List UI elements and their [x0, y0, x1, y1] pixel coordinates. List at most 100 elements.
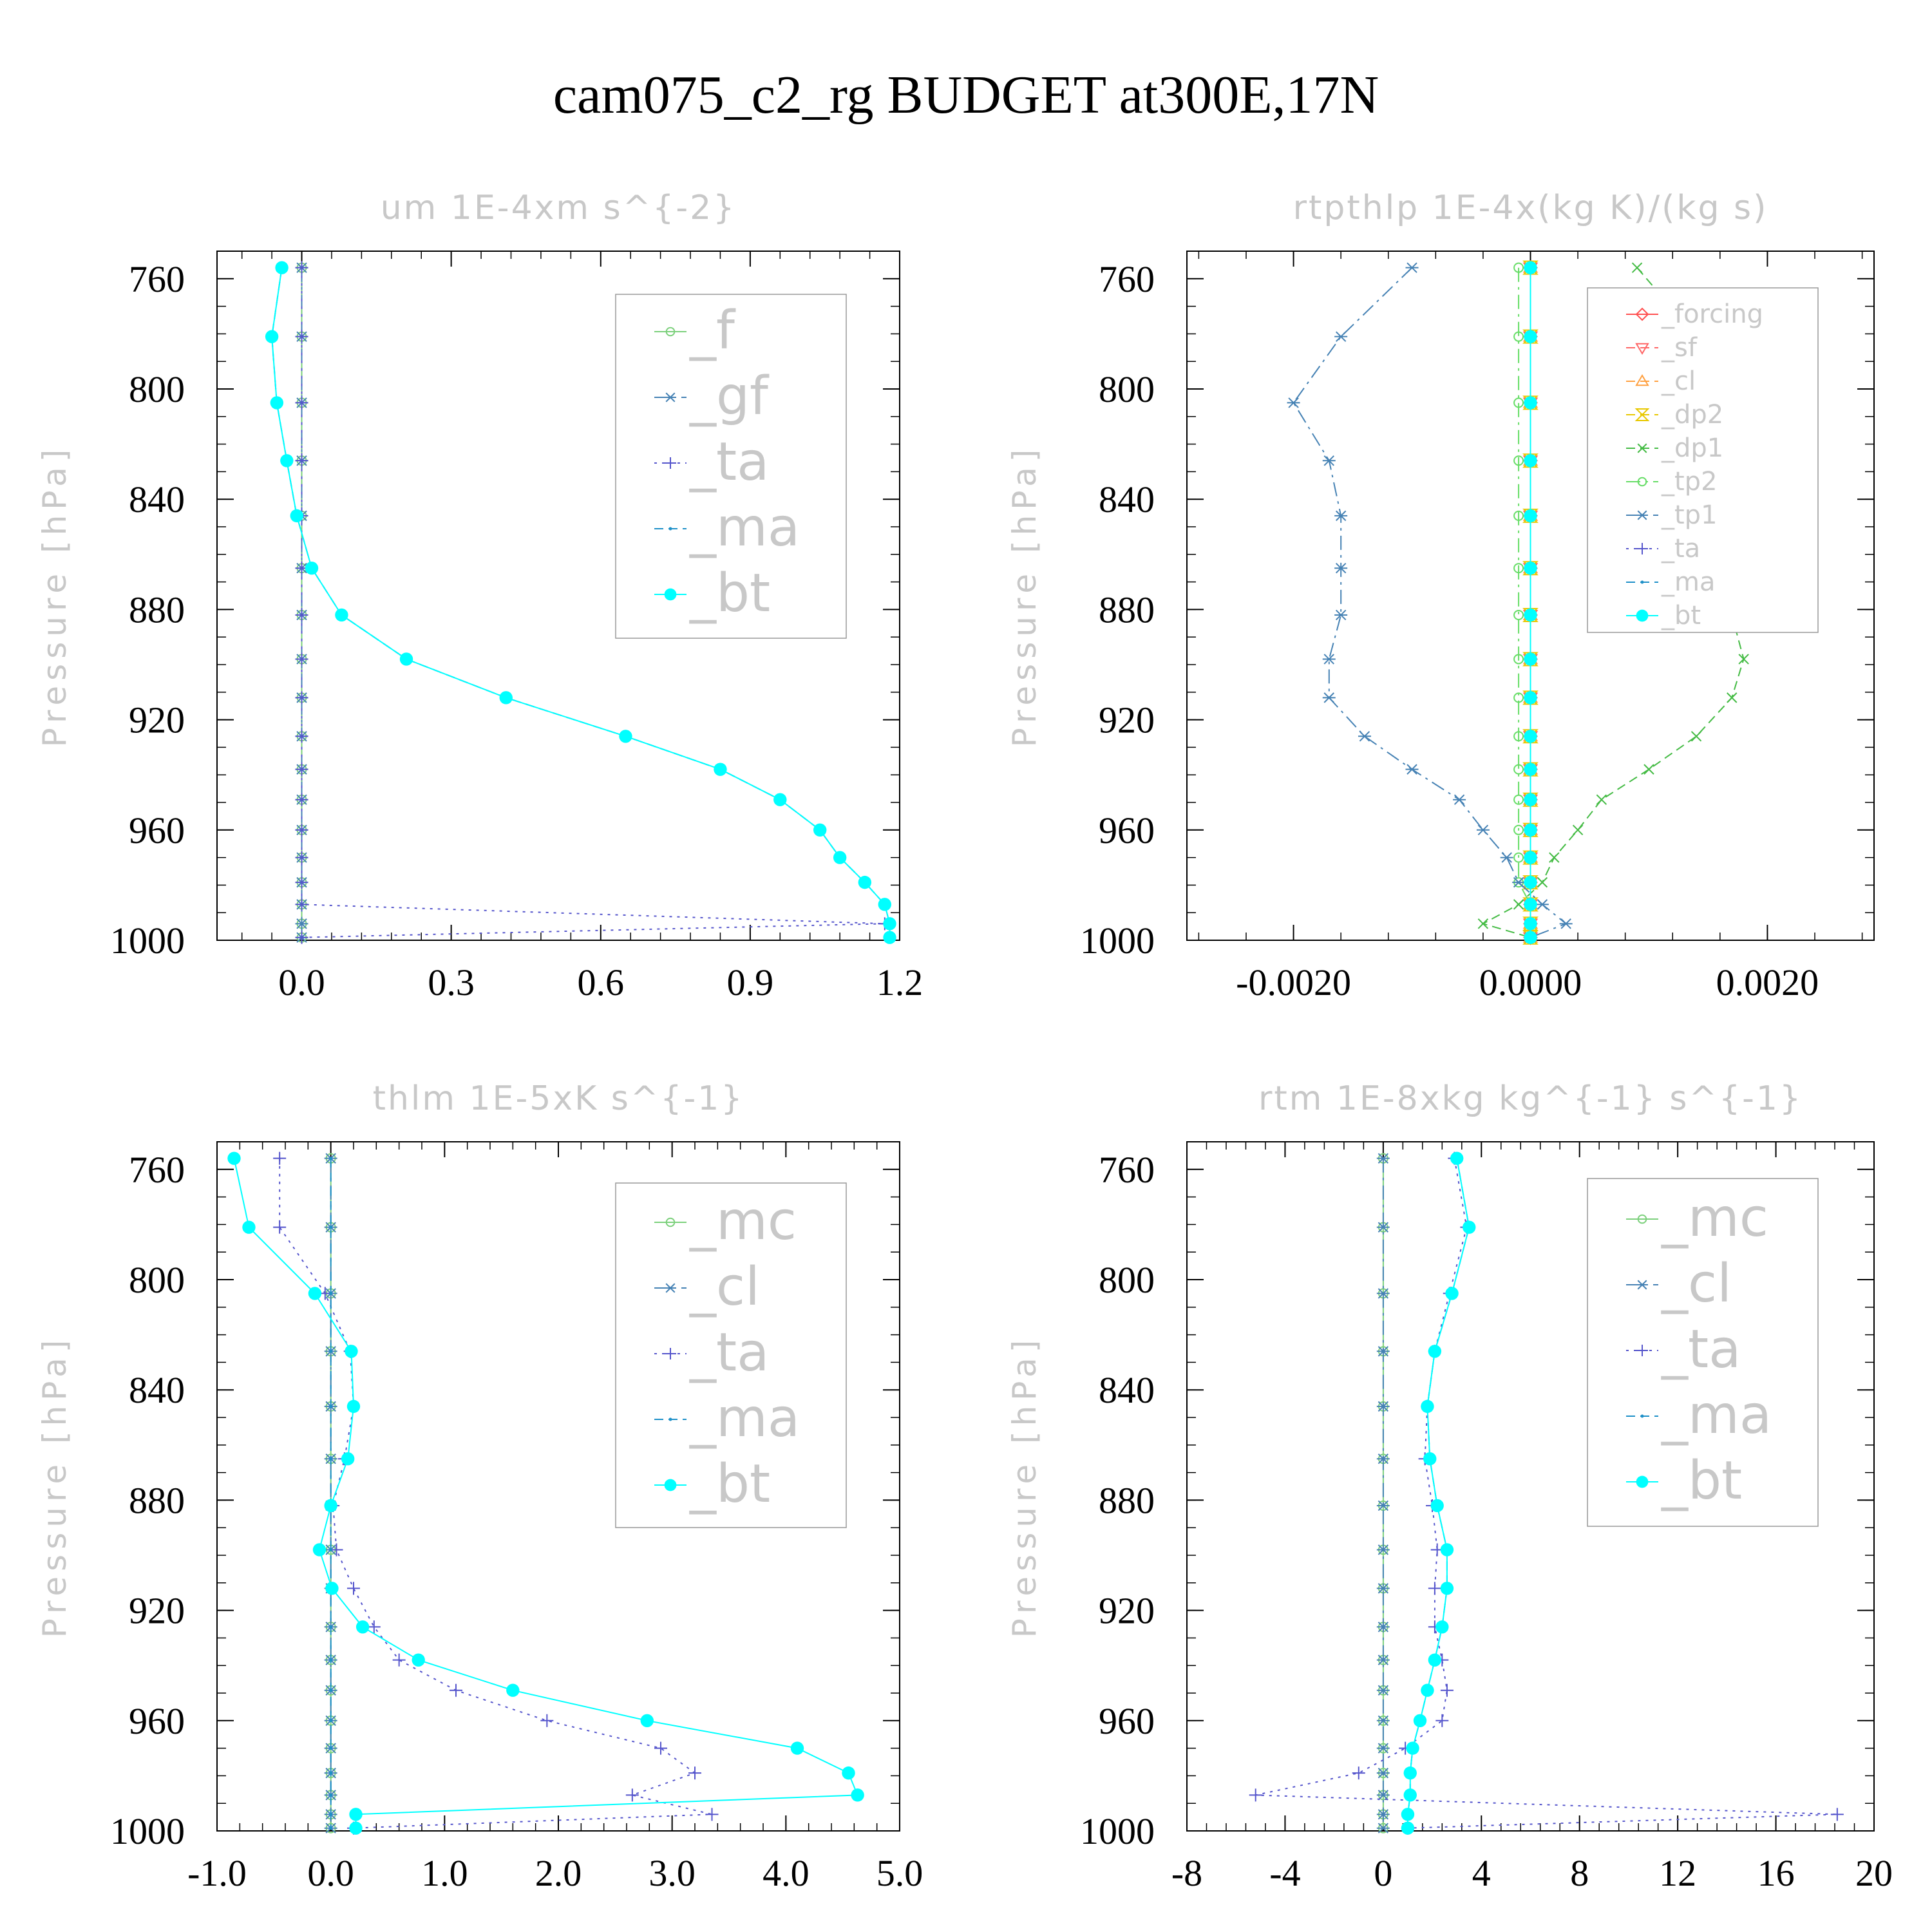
chart-panel-1: um 1E-4xm s^{-2} Pressure [hPa] 760 800 840 8… [36, 189, 923, 1003]
legend-entry: _ta [654, 1322, 769, 1383]
series-marker [295, 793, 308, 806]
marker-plus [1435, 1714, 1449, 1727]
series-marker [1636, 543, 1648, 554]
series-marker [1524, 931, 1537, 944]
series-marker [392, 1653, 406, 1667]
series-marker [1376, 1743, 1390, 1754]
legend-label: _bt [1661, 601, 1701, 630]
legend-entry: _ta [1626, 534, 1700, 564]
series-marker [329, 1771, 333, 1775]
marker-dot [324, 1499, 337, 1513]
series-marker [790, 1741, 804, 1755]
marker-x [1596, 794, 1607, 805]
series-marker [883, 917, 896, 931]
series-marker [1421, 1399, 1434, 1414]
marker-x [1690, 731, 1702, 742]
series-marker [1334, 331, 1348, 342]
marker-star [1376, 1622, 1390, 1633]
marker-dot [329, 1405, 333, 1408]
series-marker [1524, 875, 1537, 889]
marker-star [665, 1283, 676, 1293]
x-tick-label: 0.0 [278, 961, 325, 1003]
series-marker [1524, 793, 1537, 806]
series-group [227, 1151, 864, 1835]
legend-label: _ta [1661, 534, 1700, 564]
legend-label: _dp1 [1661, 433, 1723, 463]
series-marker [1640, 1414, 1644, 1418]
legend-entry: _dp1 [1626, 433, 1723, 463]
marker-star [1476, 824, 1490, 836]
marker-circle [1513, 455, 1524, 466]
marker-plus [295, 608, 308, 621]
series-marker [312, 1543, 327, 1557]
marker-dot [275, 261, 289, 274]
legend-label: _bt [1661, 1450, 1742, 1511]
y-tick-label: 920 [1099, 1590, 1155, 1632]
marker-x [1537, 876, 1548, 888]
series-marker [349, 1808, 363, 1821]
marker-dot [335, 608, 348, 622]
series-ta [295, 261, 891, 944]
y-axis-label: Pressure [hPa] [36, 444, 73, 748]
series-marker [833, 851, 847, 864]
series-marker [1376, 1544, 1390, 1555]
series-marker [842, 1766, 855, 1780]
marker-circle [1513, 262, 1524, 273]
y-tick-label: 800 [1099, 368, 1155, 410]
marker-dot [1450, 1151, 1464, 1165]
marker-dot [1524, 261, 1537, 274]
marker-circle [1513, 852, 1524, 863]
marker-star [1322, 654, 1336, 665]
marker-star [1376, 1715, 1390, 1727]
x-tick-label: 3.0 [649, 1852, 696, 1894]
marker-dot [1421, 1683, 1434, 1697]
marker-dot [773, 793, 787, 806]
marker-dot [664, 1479, 677, 1492]
series-marker [1322, 455, 1336, 466]
marker-x [1631, 262, 1643, 273]
y-tick-label: 880 [129, 1479, 185, 1521]
marker-plus [665, 457, 676, 469]
series-marker [1513, 692, 1524, 703]
marker-star [1376, 1685, 1390, 1696]
series-marker [1513, 397, 1524, 408]
series-marker [1376, 1622, 1390, 1633]
series-marker [329, 1625, 333, 1629]
series-marker [1513, 455, 1524, 466]
series-marker [329, 1291, 333, 1295]
series-marker [1636, 1475, 1649, 1488]
series-marker [1440, 1582, 1454, 1595]
marker-dot [308, 1287, 322, 1300]
legend-box [1587, 287, 1819, 633]
series-marker [1738, 654, 1749, 665]
series-tp1 [1287, 262, 1573, 943]
y-tick-label: 800 [129, 368, 185, 410]
series-marker [714, 762, 727, 776]
marker-dot [1403, 1766, 1417, 1780]
series-marker [345, 1345, 358, 1358]
x-tick-label: 5.0 [876, 1852, 923, 1894]
marker-dot [1524, 823, 1537, 837]
legend-label: _ta [1661, 1319, 1741, 1380]
legend-entry: _cl [1626, 366, 1696, 396]
marker-dot [329, 1625, 333, 1629]
legend-label: _dp2 [1661, 400, 1723, 430]
x-tick-label: 0.0020 [1716, 961, 1819, 1003]
legend-label: _f [689, 300, 736, 361]
marker-dot [1463, 1220, 1476, 1234]
series-marker [878, 898, 891, 911]
series-marker [324, 1499, 337, 1513]
series-tp2 [1513, 262, 1536, 943]
series-marker [329, 1457, 333, 1461]
marker-dot [349, 1808, 363, 1821]
series-marker [329, 1747, 333, 1750]
marker-plus [540, 1714, 554, 1727]
marker-x [1738, 654, 1749, 665]
marker-dot [329, 1689, 333, 1692]
marker-dot [1401, 1821, 1415, 1835]
marker-dot [858, 875, 872, 889]
marker-dot [329, 1658, 333, 1662]
y-tick-label: 960 [129, 810, 185, 851]
series-marker [1421, 1683, 1434, 1697]
series-marker [499, 691, 513, 705]
